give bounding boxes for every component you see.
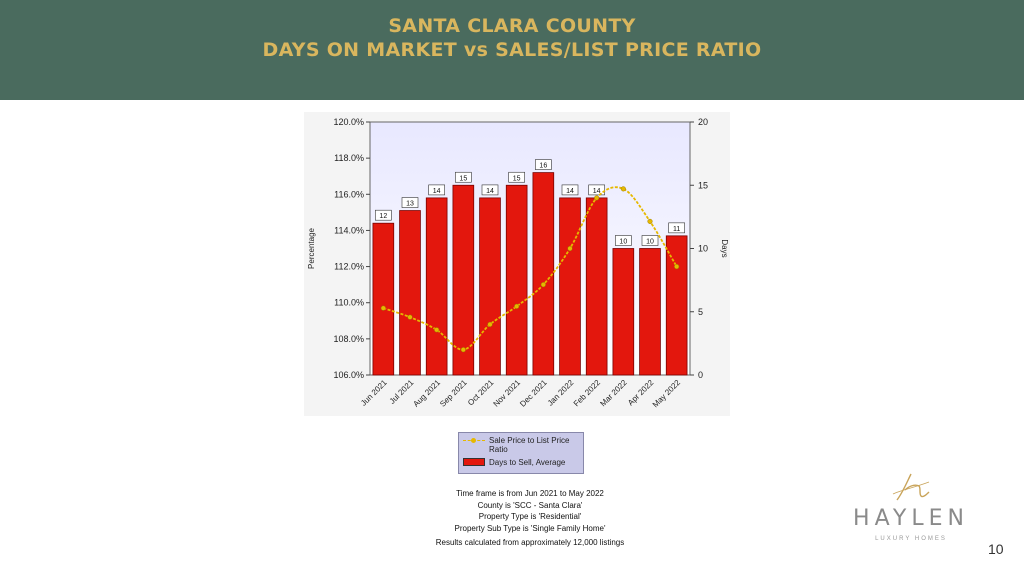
legend-swatch-bar (463, 458, 485, 466)
y2-tick-label: 10 (698, 244, 708, 254)
bar-data-label: 10 (619, 239, 627, 246)
legend-item-line: Sale Price to List Price Ratio (463, 436, 579, 454)
plot-area (370, 122, 690, 375)
bar-data-label: 11 (673, 226, 680, 233)
logo-tagline: LUXURY HOMES (875, 536, 947, 542)
y2-tick-label: 0 (698, 370, 703, 380)
logo-name: HAYLEN (853, 506, 969, 531)
y2-tick-label: 5 (698, 307, 703, 317)
y-tick-label: 110.0% (334, 298, 364, 308)
bar-data-label: 12 (379, 213, 387, 220)
legend-swatch-line (463, 436, 485, 446)
y2-tick-label: 15 (698, 180, 708, 190)
bar-label-box (535, 159, 552, 170)
bar (585, 197, 608, 376)
bar (452, 184, 475, 376)
bar-label-box (481, 184, 499, 196)
bar (612, 248, 635, 376)
bar (372, 222, 395, 376)
bar-data-label: 14 (433, 188, 441, 195)
y2-axis-title: Days (720, 239, 729, 257)
bar-label-box (401, 197, 419, 208)
bar-label-box (641, 235, 659, 246)
bar (559, 197, 581, 376)
x-tick-label: Sep 2021 (438, 378, 469, 409)
x-tick-label: Jun 2021 (359, 378, 389, 408)
y-axis-title: Percentage (307, 227, 316, 268)
slide-title-line2: DAYS ON MARKET vs SALES/LIST PRICE RATIO (262, 39, 762, 61)
bar-data-label: 14 (593, 188, 601, 195)
ratio-point (567, 245, 573, 252)
ratio-point (407, 314, 413, 320)
bar-label-box (561, 184, 579, 196)
bar (399, 210, 421, 376)
x-tick-label: Aug 2021 (411, 378, 442, 409)
note-line: Property Type is 'Residential' (478, 512, 582, 521)
y-tick-label: 114.0% (334, 225, 364, 235)
bar-data-label: 14 (566, 188, 574, 195)
bar-label-box (668, 222, 685, 234)
page-number: 10 (988, 541, 1004, 557)
bar-label-box (615, 235, 632, 246)
x-tick-label: May 2022 (651, 378, 683, 410)
ratio-line (383, 186, 678, 351)
bar (532, 172, 555, 376)
ratio-point (647, 218, 653, 224)
ratio-point (620, 186, 626, 192)
legend-label-line: Sale Price to List Price Ratio (489, 436, 570, 454)
x-tick-label: Dec 2021 (518, 378, 549, 409)
y-tick-label: 118.0% (334, 153, 364, 163)
bar-label-box (375, 209, 392, 221)
ratio-point (594, 195, 600, 201)
bar-data-label: 16 (539, 163, 547, 170)
slide-title-line1: SANTA CLARA COUNTY (388, 15, 636, 37)
y-tick-label: 120.0% (333, 117, 364, 127)
slide-header: SANTA CLARA COUNTY DAYS ON MARKET vs SAL… (0, 0, 1024, 100)
bar-data-label: 15 (459, 175, 467, 182)
bar-label-box (508, 171, 525, 183)
note-line: Time frame is from Jun 2021 to May 2022 (456, 489, 604, 498)
y-tick-label: 108.0% (333, 334, 364, 344)
x-tick-label: Nov 2021 (491, 378, 522, 409)
x-tick-label: Jan 2022 (546, 378, 576, 408)
ratio-point (380, 305, 386, 311)
bar (665, 235, 688, 376)
y2-tick-label: 20 (698, 117, 708, 127)
ratio-point (487, 321, 493, 327)
ratio-point (434, 327, 440, 333)
bar (639, 248, 661, 376)
logo-mark-icon (892, 473, 930, 501)
x-tick-label: Mar 2022 (598, 378, 629, 409)
legend-label-bar: Days to Sell, Average (489, 458, 566, 467)
x-tick-label: Feb 2022 (572, 378, 603, 409)
chart-notes: Time frame is from Jun 2021 to May 2022 … (380, 488, 680, 549)
legend-item-bar: Days to Sell, Average (463, 458, 579, 467)
bar-data-label: 15 (513, 175, 521, 182)
note-line: Results calculated from approximately 12… (435, 538, 625, 547)
y-tick-label: 106.0% (333, 370, 364, 380)
haylen-logo: HAYLEN LUXURY HOMES (836, 470, 986, 550)
bar (505, 184, 528, 376)
y-tick-label: 112.0% (334, 262, 364, 272)
bar-label-box (428, 184, 445, 196)
note-line: Property Sub Type is 'Single Family Home… (454, 523, 606, 533)
chart-panel: 106.0% 108.0% 110.0% 112.0% 114.0% 116.0% 118.… (304, 112, 730, 416)
y-tick-label: 116.0% (334, 189, 364, 199)
ratio-point (674, 264, 680, 270)
ratio-point (514, 303, 520, 309)
ratio-point (460, 347, 466, 353)
note-line: County is 'SCC - Santa Clara' (477, 500, 583, 510)
bar-label-box (455, 171, 472, 183)
ratio-point (540, 282, 546, 288)
bar-data-label: 10 (646, 239, 654, 246)
chart-legend: Sale Price to List Price Ratio Days to S… (458, 432, 584, 474)
combo-chart: 106.0% 108.0% 110.0% 112.0% 114.0% 116.0% 118.… (307, 117, 729, 410)
bar-data-label: 14 (486, 188, 494, 195)
bar (479, 197, 501, 376)
bar (425, 197, 448, 376)
bar-data-label: 13 (406, 201, 414, 208)
